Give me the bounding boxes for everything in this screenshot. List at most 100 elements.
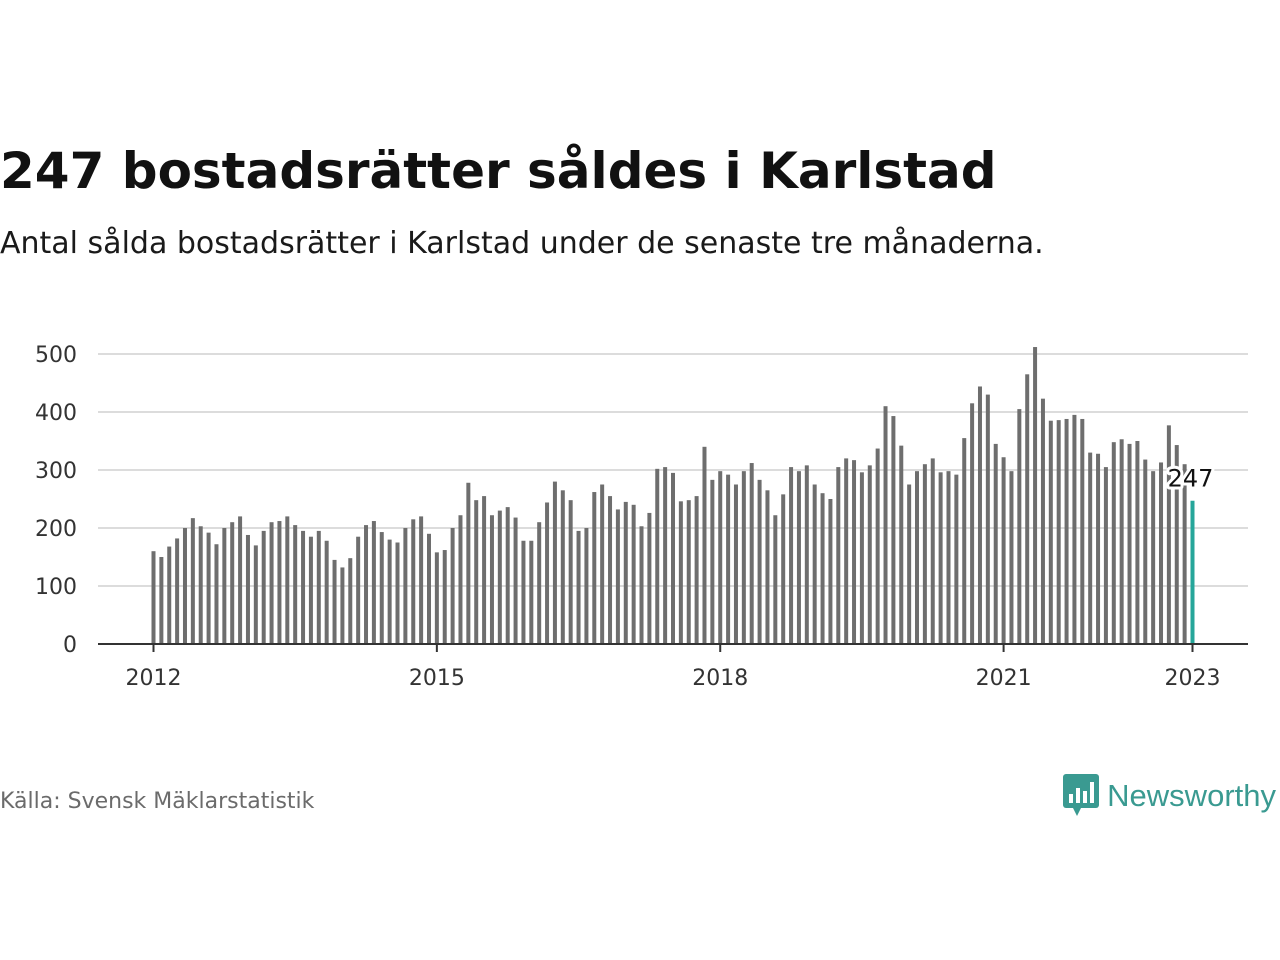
bar	[985, 394, 990, 644]
chart-title: 247 bostadsrätter såldes i Karlstad	[0, 142, 997, 200]
highlight-value-label: 247	[1168, 465, 1214, 493]
bar	[182, 528, 187, 644]
bar	[828, 499, 833, 644]
bar	[993, 443, 998, 644]
bar	[419, 516, 424, 644]
bar	[458, 515, 463, 644]
bar	[340, 567, 345, 644]
bar	[482, 496, 487, 644]
bar	[1159, 462, 1164, 644]
bar	[190, 518, 195, 644]
bar	[977, 386, 982, 644]
bar	[238, 516, 243, 644]
bar	[655, 468, 660, 644]
bar	[474, 500, 479, 644]
bar	[466, 482, 471, 644]
bar	[812, 484, 817, 644]
bar	[710, 479, 715, 644]
bar	[891, 416, 896, 644]
x-tick-label: 2018	[692, 666, 748, 691]
bar	[757, 479, 762, 644]
bar	[804, 465, 809, 644]
bar	[1103, 467, 1108, 644]
bar	[324, 540, 329, 644]
bar	[489, 515, 494, 644]
bar	[497, 510, 502, 644]
bar	[261, 530, 266, 644]
y-tick-label: 500	[35, 343, 77, 368]
bar	[1072, 414, 1077, 644]
bar	[954, 474, 959, 644]
bar	[615, 509, 620, 644]
bar	[915, 471, 920, 644]
bar	[545, 502, 550, 644]
bar	[316, 530, 321, 644]
bar	[371, 521, 376, 644]
bar	[765, 490, 770, 644]
bar	[198, 526, 203, 644]
bar	[277, 521, 282, 644]
bar	[1151, 471, 1156, 644]
bar	[733, 484, 738, 644]
bar	[608, 496, 613, 644]
x-tick-label: 2015	[409, 666, 465, 691]
bar	[568, 500, 573, 644]
bar	[206, 532, 211, 644]
bar	[308, 536, 313, 644]
bar	[789, 467, 794, 644]
bar	[167, 546, 172, 644]
bar	[450, 528, 455, 644]
bar	[1040, 398, 1045, 644]
bar	[301, 530, 306, 644]
bar	[434, 552, 439, 644]
bar	[584, 528, 589, 644]
bar	[899, 445, 904, 644]
bar	[859, 472, 864, 644]
x-tick-label: 2023	[1165, 666, 1221, 691]
brand-name: Newsworthy	[1107, 778, 1276, 813]
bar	[1056, 420, 1061, 644]
bar	[151, 551, 156, 644]
bar	[773, 515, 778, 644]
bar	[1096, 453, 1101, 644]
bar	[1025, 374, 1030, 644]
bar	[411, 519, 416, 644]
bar	[600, 484, 605, 644]
bar	[253, 545, 258, 644]
bar	[749, 463, 754, 644]
bar	[576, 530, 581, 644]
bar	[1017, 409, 1022, 644]
bar	[560, 490, 565, 644]
bar	[293, 525, 298, 644]
bar	[592, 492, 597, 644]
bar	[930, 458, 935, 644]
bar	[537, 522, 542, 644]
bar	[647, 512, 652, 644]
bar	[1033, 347, 1038, 644]
bar	[1048, 420, 1053, 644]
bar-chart: 0 100 200 300 400 500 2012 2015 2018 2021 2023 247	[35, 343, 1248, 691]
bar	[678, 501, 683, 644]
bar	[946, 471, 951, 644]
y-tick-label: 300	[35, 459, 77, 484]
chart-subtitle: Antal sålda bostadsrätter i Karlstad und…	[0, 226, 1044, 261]
bar	[1182, 464, 1187, 644]
bar	[245, 534, 250, 644]
bar	[741, 471, 746, 644]
bar	[442, 550, 447, 644]
bar	[781, 494, 786, 644]
source-note: Källa: Svensk Mäklarstatistik	[0, 789, 315, 814]
bar	[285, 516, 290, 644]
bar	[1001, 457, 1006, 644]
bar	[883, 406, 888, 644]
bar	[214, 544, 219, 644]
bar	[1135, 441, 1140, 644]
bar	[970, 403, 975, 644]
bar	[726, 474, 731, 644]
bar	[867, 465, 872, 644]
y-tick-label: 100	[35, 575, 77, 600]
newsworthy-logo-icon	[1063, 774, 1100, 816]
highlight-bar	[1190, 500, 1195, 644]
y-tick-label: 200	[35, 517, 77, 542]
brand-logo[interactable]: Newsworthy	[1063, 774, 1276, 818]
